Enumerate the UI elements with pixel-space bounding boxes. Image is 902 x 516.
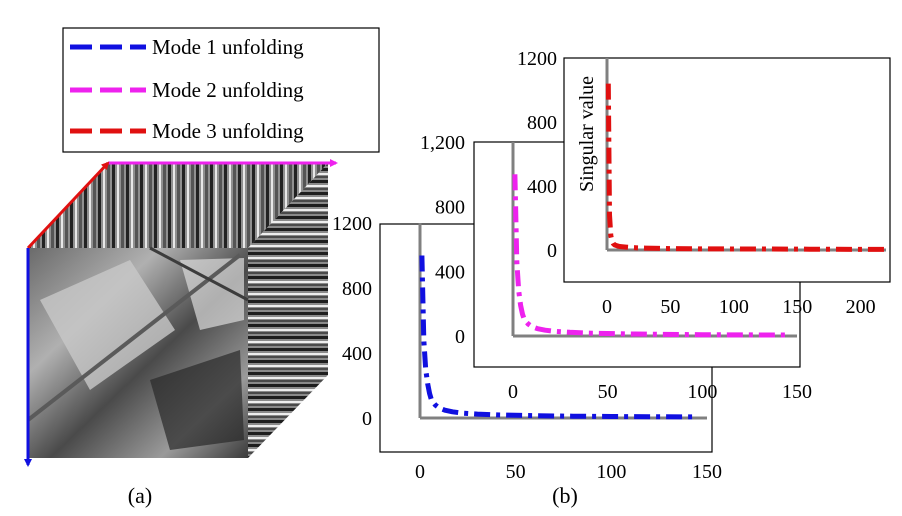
cube-right-face: [248, 163, 328, 458]
cube-mode-3-arrow: [26, 161, 110, 250]
x-tick-label: 150: [782, 296, 812, 318]
cube-top-face: [28, 163, 328, 248]
cube-front-field: [40, 260, 175, 390]
x-tick-label: 50: [506, 461, 526, 483]
y-tick-label: 800: [342, 278, 372, 300]
y-tick-label: 1,200: [420, 132, 465, 154]
caption-b: (b): [552, 483, 578, 508]
y-tick-label: 1200: [332, 213, 372, 235]
x-tick-label: 50: [660, 296, 680, 318]
x-tick-label: 200: [846, 296, 876, 318]
y-tick-label: 0: [547, 240, 557, 262]
series-line-mode-2: [512, 174, 788, 338]
y-tick-label: 400: [527, 176, 557, 198]
cube-front-road: [149, 246, 249, 302]
legend-label-mode-1: Mode 1 unfolding: [152, 35, 304, 59]
x-tick-label: 0: [415, 461, 425, 483]
x-tick-label: 100: [719, 296, 749, 318]
y-tick-label: 1200: [517, 48, 557, 70]
cube-front-field: [180, 258, 244, 330]
hyperspectral-cube: [24, 159, 338, 467]
y-tick-label: 800: [527, 112, 557, 134]
y-tick-label: 0: [362, 408, 372, 430]
x-tick-label: 50: [598, 381, 618, 403]
cube-front-field: [150, 350, 244, 450]
y-axis-label: Singular value: [576, 76, 598, 192]
x-tick-label: 100: [596, 461, 626, 483]
legend-entry-mode-3: Mode 3 unfolding: [70, 119, 304, 143]
x-tick-label: 150: [782, 381, 812, 403]
caption-a: (a): [128, 483, 152, 508]
legend-label-mode-3: Mode 3 unfolding: [152, 119, 304, 143]
x-tick-label: 150: [692, 461, 722, 483]
series-line-mode-1: [419, 255, 698, 420]
x-tick-label: 0: [508, 381, 518, 403]
y-tick-label: 800: [435, 197, 465, 219]
y-tick-label: 400: [435, 261, 465, 283]
legend: Mode 1 unfolding Mode 2 unfolding Mode 3…: [62, 27, 380, 153]
series-line-mode-3: [605, 83, 886, 252]
legend-label-mode-2: Mode 2 unfolding: [152, 78, 304, 102]
y-tick-label: 0: [455, 326, 465, 348]
x-tick-label: 100: [687, 381, 717, 403]
legend-entry-mode-1: Mode 1 unfolding: [70, 35, 304, 59]
legend-entry-mode-2: Mode 2 unfolding: [70, 78, 304, 102]
plot-mode-3: 0 400 800 1200 0 50 100 150 200 Singular value: [517, 48, 891, 318]
cube-front-road: [26, 253, 242, 422]
y-tick-label: 400: [342, 343, 372, 365]
x-tick-label: 0: [602, 296, 612, 318]
